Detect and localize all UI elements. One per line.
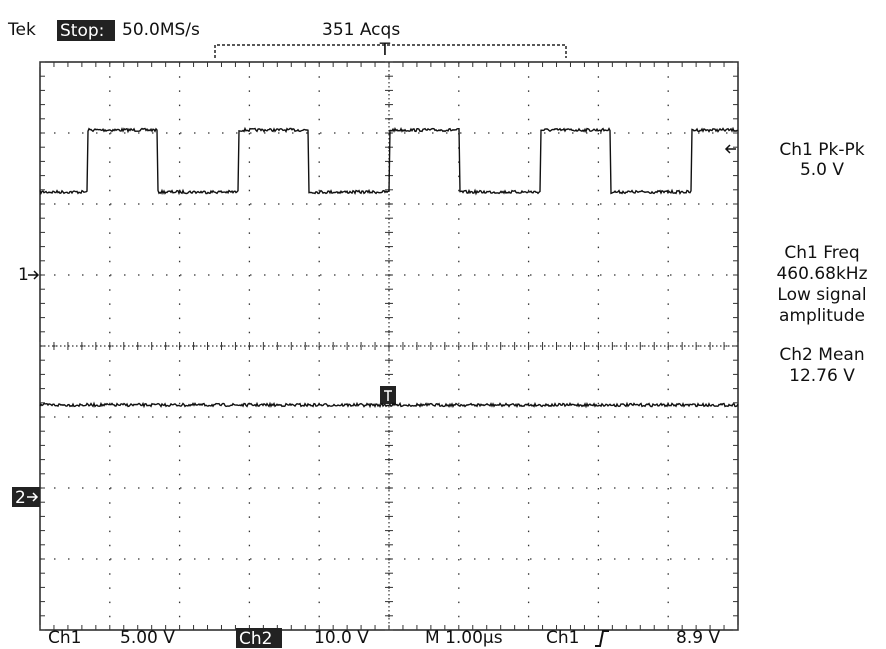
ch1-marker: 1: [18, 265, 29, 285]
measure-label: Ch2 Mean: [779, 345, 864, 365]
oscilloscope-screen: Tek Stop: 50.0MS/s 351 Acqs T 1 2 Ch1 Pk…: [0, 0, 886, 649]
acquisitions: 351 Acqs: [322, 20, 400, 40]
brand: Tek: [7, 20, 36, 40]
ch2-scale: 10.0 V: [314, 628, 369, 648]
state: Stop:: [60, 21, 104, 41]
trigger-source: Ch1: [546, 628, 579, 648]
measure-label: Ch1 Pk-Pk: [779, 140, 864, 160]
ch2-marker: 2: [15, 488, 26, 508]
measure-value: 12.76 V: [789, 366, 855, 386]
trigger-level: 8.9 V: [676, 628, 720, 648]
sample-rate: 50.0MS/s: [122, 20, 200, 40]
ch2-label: Ch2: [239, 629, 272, 649]
ch1-label: Ch1: [48, 628, 81, 648]
measure-value: 460.68kHz: [776, 264, 867, 284]
timebase: M 1.00µs: [425, 628, 503, 648]
ch1-scale: 5.00 V: [120, 628, 175, 648]
measure-value: 5.0 V: [800, 160, 844, 180]
measure-note: amplitude: [779, 306, 865, 326]
trigger-position: T: [379, 40, 391, 60]
background: [0, 0, 886, 649]
measure-label: Ch1 Freq: [784, 243, 859, 263]
measure-note: Low signal: [777, 285, 866, 305]
